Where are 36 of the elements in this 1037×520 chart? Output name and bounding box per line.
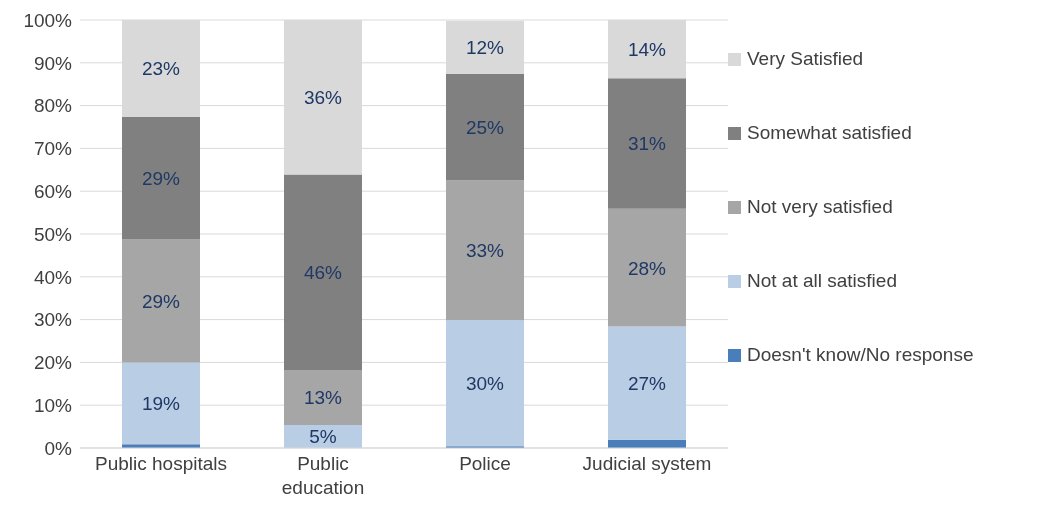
x-tick-label: Public hospitals bbox=[94, 453, 228, 474]
y-tick-label: 100% bbox=[23, 9, 73, 31]
y-tick-label: 10% bbox=[33, 394, 73, 416]
data-label: 13% bbox=[303, 387, 343, 409]
data-label: 19% bbox=[141, 393, 181, 415]
data-label: 31% bbox=[627, 133, 667, 155]
data-label: 14% bbox=[627, 39, 667, 61]
y-tick-label: 0% bbox=[44, 437, 73, 459]
y-tick-label: 60% bbox=[33, 180, 73, 202]
y-tick-label: 70% bbox=[33, 138, 73, 160]
x-tick-label: Judicial system bbox=[582, 453, 712, 474]
x-tick-label: Public education bbox=[281, 453, 365, 498]
data-label: 46% bbox=[303, 262, 343, 284]
legend-label: Not at all satisfied bbox=[747, 270, 897, 292]
legend-label: Somewhat satisfied bbox=[747, 122, 912, 144]
data-label: 36% bbox=[303, 87, 343, 109]
legend-label: Very Satisfied bbox=[747, 48, 864, 70]
y-tick-label: 80% bbox=[33, 95, 73, 117]
data-label: 29% bbox=[141, 168, 181, 190]
y-tick-label: 20% bbox=[33, 352, 73, 374]
y-tick-label: 50% bbox=[33, 223, 73, 245]
data-label: 27% bbox=[627, 373, 667, 395]
data-label: 12% bbox=[465, 37, 505, 59]
y-tick-label: 90% bbox=[33, 52, 73, 74]
data-label: 23% bbox=[141, 58, 181, 80]
legend-label: Doesn't know/No response bbox=[747, 344, 974, 366]
data-label: 30% bbox=[465, 373, 505, 395]
data-label: 28% bbox=[627, 257, 667, 279]
x-tick-label: Police bbox=[459, 453, 511, 474]
data-label: 25% bbox=[465, 117, 505, 139]
data-label: 5% bbox=[309, 426, 337, 448]
y-tick-label: 30% bbox=[33, 309, 73, 331]
legend-label: Not very satisfied bbox=[747, 196, 893, 218]
y-tick-label: 40% bbox=[33, 266, 73, 288]
data-label: 33% bbox=[465, 240, 505, 262]
data-label: 29% bbox=[141, 290, 181, 312]
